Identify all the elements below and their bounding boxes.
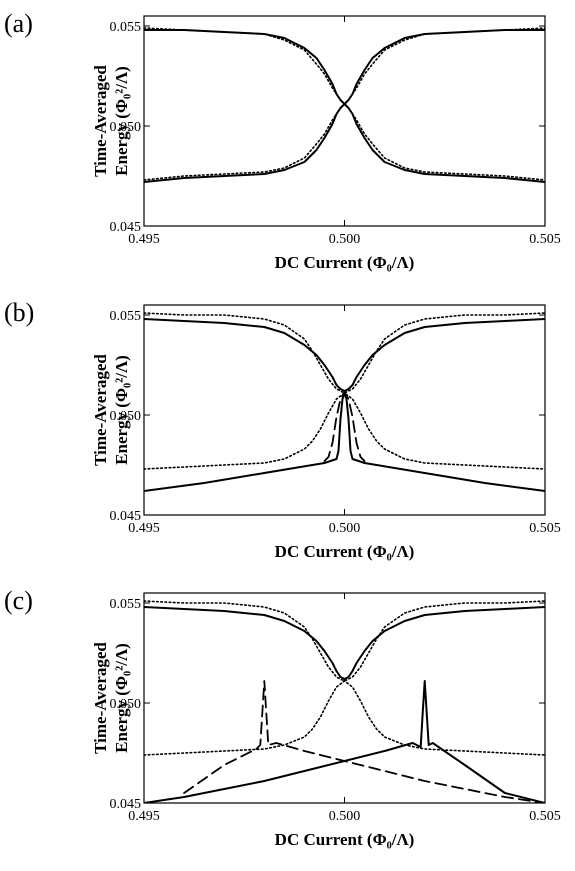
- series-line-dashed-3: [183, 680, 545, 803]
- series-line-dotted-2: [144, 680, 545, 756]
- x-tick-label: 0.495: [128, 232, 160, 247]
- series-line-dashed-3: [323, 392, 366, 462]
- series-line-solid-0: [144, 606, 545, 680]
- y-tick-label: 0.045: [110, 797, 142, 812]
- y-tick-label: 0.055: [110, 309, 142, 324]
- series-line-dotted-1: [144, 600, 545, 682]
- x-axis-title: DC Current (Φ₀/Λ): [275, 830, 415, 849]
- x-axis-title: DC Current (Φ₀/Λ): [275, 253, 415, 272]
- series-line-solid-0: [144, 29, 545, 105]
- series-line-solid-1: [144, 103, 545, 183]
- y-tick-label: 0.055: [110, 597, 142, 612]
- x-tick-label: 0.505: [529, 809, 561, 824]
- y-tick-label: 0.050: [110, 409, 142, 424]
- x-axis-title: DC Current (Φ₀/Λ): [275, 542, 415, 561]
- x-tick-label: 0.500: [329, 809, 361, 824]
- series-line-dotted-1: [144, 312, 545, 394]
- series-line-solid-0: [144, 318, 545, 392]
- plot-frame: [143, 15, 546, 227]
- series-line-solid-4: [144, 680, 545, 803]
- x-tick-label: 0.495: [128, 809, 160, 824]
- x-tick-label: 0.500: [329, 521, 361, 536]
- x-tick-label: 0.500: [329, 232, 361, 247]
- panel-label: (a): [4, 9, 33, 38]
- plot-frame: [143, 592, 546, 804]
- y-tick-label: 0.045: [110, 509, 142, 524]
- y-axis-title-line2: Energy (Φ₀²/Λ): [112, 643, 131, 753]
- y-axis-title-line1: Time-Averaged: [91, 65, 110, 177]
- y-tick-label: 0.050: [110, 697, 142, 712]
- y-axis-title-line2: Energy (Φ₀²/Λ): [112, 355, 131, 465]
- y-axis-title-line1: Time-Averaged: [91, 642, 110, 754]
- y-axis-title-line1: Time-Averaged: [91, 354, 110, 466]
- x-tick-label: 0.505: [529, 521, 561, 536]
- chart-panel-b: (b) 0.495 0.500 0.505 0.045 0.050 0.055 DC Curr…: [4, 298, 561, 561]
- chart-panel-a: (a) 0.495 0.500 0.505 0.045 0.050 0.055 DC Curr…: [4, 9, 561, 272]
- series-line-solid-4: [144, 392, 545, 492]
- panel-label: (c): [4, 586, 33, 615]
- series-line-dotted-3: [144, 103, 545, 181]
- series-line-dotted-2: [144, 27, 545, 105]
- x-tick-label: 0.505: [529, 232, 561, 247]
- y-tick-label: 0.055: [110, 20, 142, 35]
- x-tick-label: 0.495: [128, 521, 160, 536]
- y-tick-label: 0.050: [110, 120, 142, 135]
- y-axis-title-line2: Energy (Φ₀²/Λ): [112, 66, 131, 176]
- series-line-dotted-2: [144, 392, 545, 470]
- chart-panel-c: (c) 0.495 0.500 0.505 0.045 0.050 0.055 DC Curr…: [4, 586, 561, 849]
- y-tick-label: 0.045: [110, 220, 142, 235]
- panel-label: (b): [4, 298, 34, 327]
